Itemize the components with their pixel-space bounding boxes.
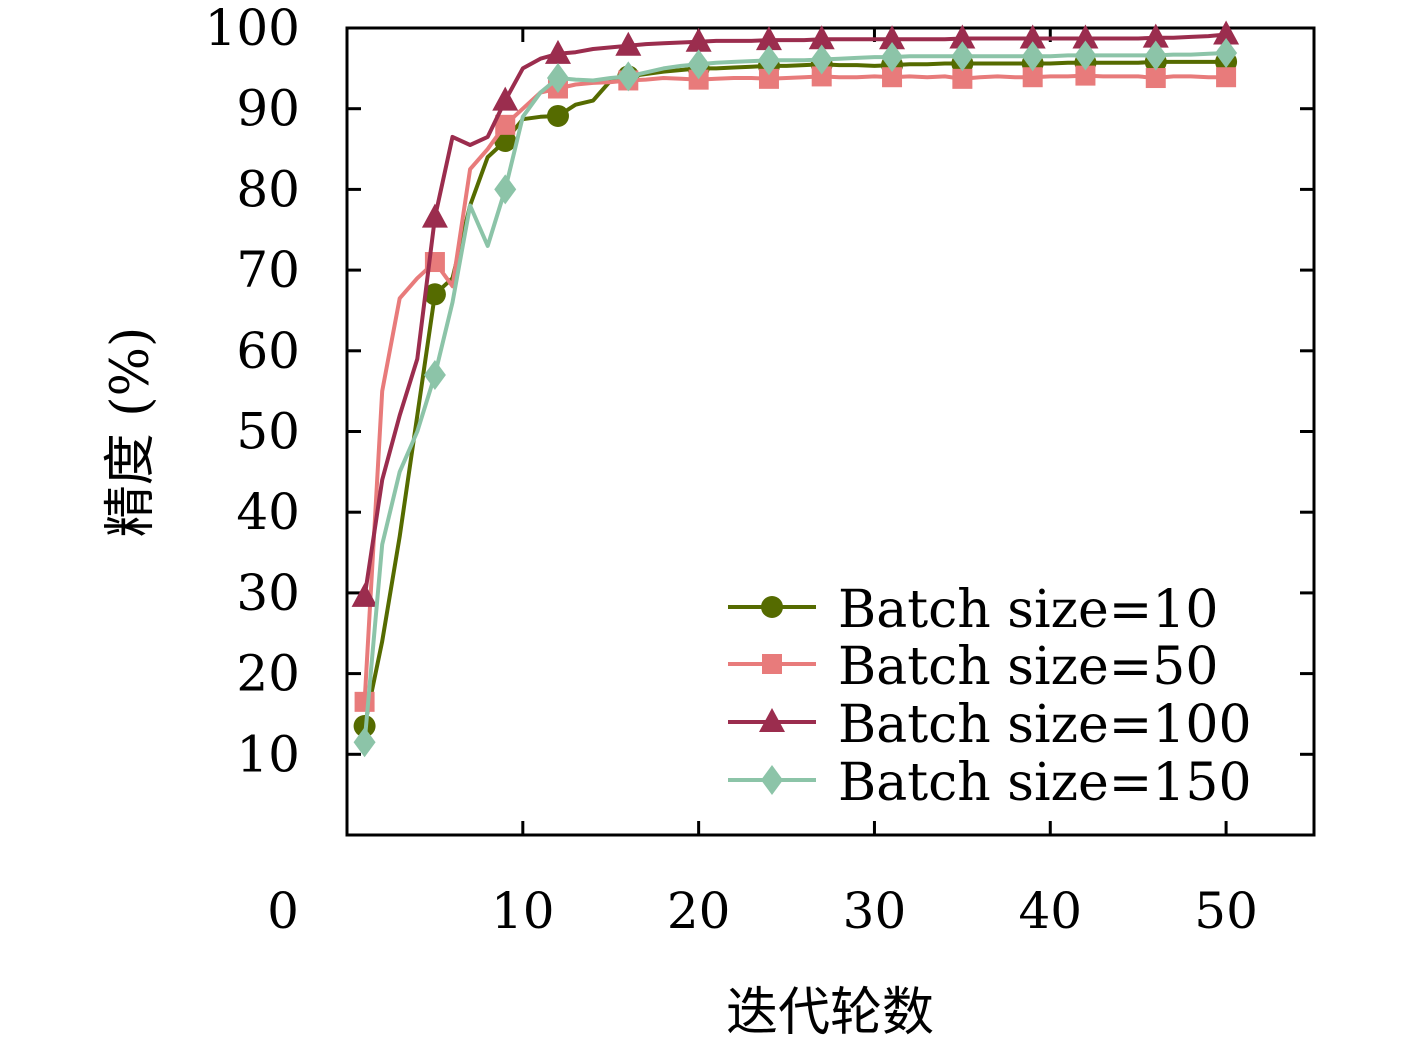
- legend-item: Batch size=100: [728, 695, 1252, 755]
- data-point: [808, 25, 835, 50]
- data-point: [354, 691, 375, 712]
- y-tick-label: 40: [236, 483, 300, 541]
- y-tick-label: 100: [205, 0, 300, 57]
- data-point: [494, 174, 517, 205]
- y-tick-label: 10: [236, 725, 300, 783]
- x-tick-label: 0: [267, 882, 299, 940]
- data-point: [423, 283, 446, 306]
- x-axis-label: 迭代轮数: [726, 983, 934, 1043]
- data-point: [423, 360, 446, 391]
- data-point: [949, 24, 976, 49]
- data-point: [546, 104, 569, 127]
- axes-layer: 0 10 20 30 40 50 10 20 30 40 50 60 70 80 90 100: [205, 0, 1316, 940]
- data-point: [1072, 24, 1099, 49]
- data-point: [617, 61, 640, 92]
- y-tick-label: 50: [236, 403, 300, 461]
- legend-swatch-marker: [761, 765, 783, 795]
- data-point: [1075, 65, 1096, 86]
- data-point: [1216, 67, 1237, 88]
- data-point: [1215, 38, 1238, 69]
- legend-item: Batch size=150: [728, 753, 1252, 813]
- series-4: [353, 38, 1238, 758]
- y-axis-label: 精度 (%): [101, 327, 161, 538]
- x-tick-label: 30: [843, 882, 907, 940]
- data-point: [492, 86, 519, 111]
- y-tick-label: 70: [236, 241, 300, 299]
- legend-item: Batch size=50: [728, 637, 1218, 697]
- data-point: [546, 63, 569, 94]
- series-3: [351, 20, 1240, 607]
- data-point: [1145, 68, 1166, 89]
- series-line: [362, 32, 1227, 598]
- x-tick-label: 40: [1018, 882, 1082, 940]
- data-point: [758, 68, 779, 89]
- x-tick-label: 50: [1194, 882, 1258, 940]
- data-point: [952, 68, 973, 89]
- data-point: [353, 727, 376, 758]
- data-point: [1021, 41, 1044, 72]
- data-point: [1019, 24, 1046, 49]
- data-point: [811, 66, 832, 87]
- data-point: [615, 31, 642, 56]
- y-tick-label: 80: [236, 160, 300, 218]
- data-point: [687, 49, 710, 80]
- data-point: [810, 44, 833, 75]
- legend-label: Batch size=10: [838, 580, 1218, 640]
- legend-item: Batch size=10: [728, 580, 1218, 640]
- data-point: [495, 114, 516, 135]
- data-point: [757, 45, 780, 76]
- y-tick-label: 20: [236, 645, 300, 703]
- legend-swatch-marker: [761, 596, 783, 618]
- data-point: [1022, 67, 1043, 88]
- data-point: [544, 39, 571, 64]
- data-point: [421, 203, 448, 228]
- data-point: [1142, 23, 1169, 48]
- data-point: [1074, 40, 1097, 71]
- y-tick-label: 60: [236, 322, 300, 380]
- data-point: [882, 67, 903, 88]
- y-tick-label: 30: [236, 564, 300, 622]
- y-tick-label: 90: [236, 80, 300, 138]
- x-tick-label: 20: [667, 882, 731, 940]
- legend-label: Batch size=50: [838, 637, 1218, 697]
- data-point: [755, 26, 782, 51]
- x-tick-label: 10: [491, 882, 555, 940]
- legend-swatch-marker: [759, 708, 785, 732]
- data-point: [1144, 40, 1167, 71]
- data-point: [351, 582, 378, 607]
- legend-label: Batch size=100: [838, 695, 1252, 755]
- legend-swatch-marker: [762, 654, 782, 674]
- data-point: [951, 41, 974, 72]
- data-point: [688, 69, 709, 90]
- series-layer: [351, 20, 1240, 758]
- legend-label: Batch size=150: [838, 753, 1252, 813]
- data-point: [879, 25, 906, 50]
- data-point: [881, 42, 904, 73]
- data-point: [685, 27, 712, 52]
- data-point: [1213, 20, 1240, 45]
